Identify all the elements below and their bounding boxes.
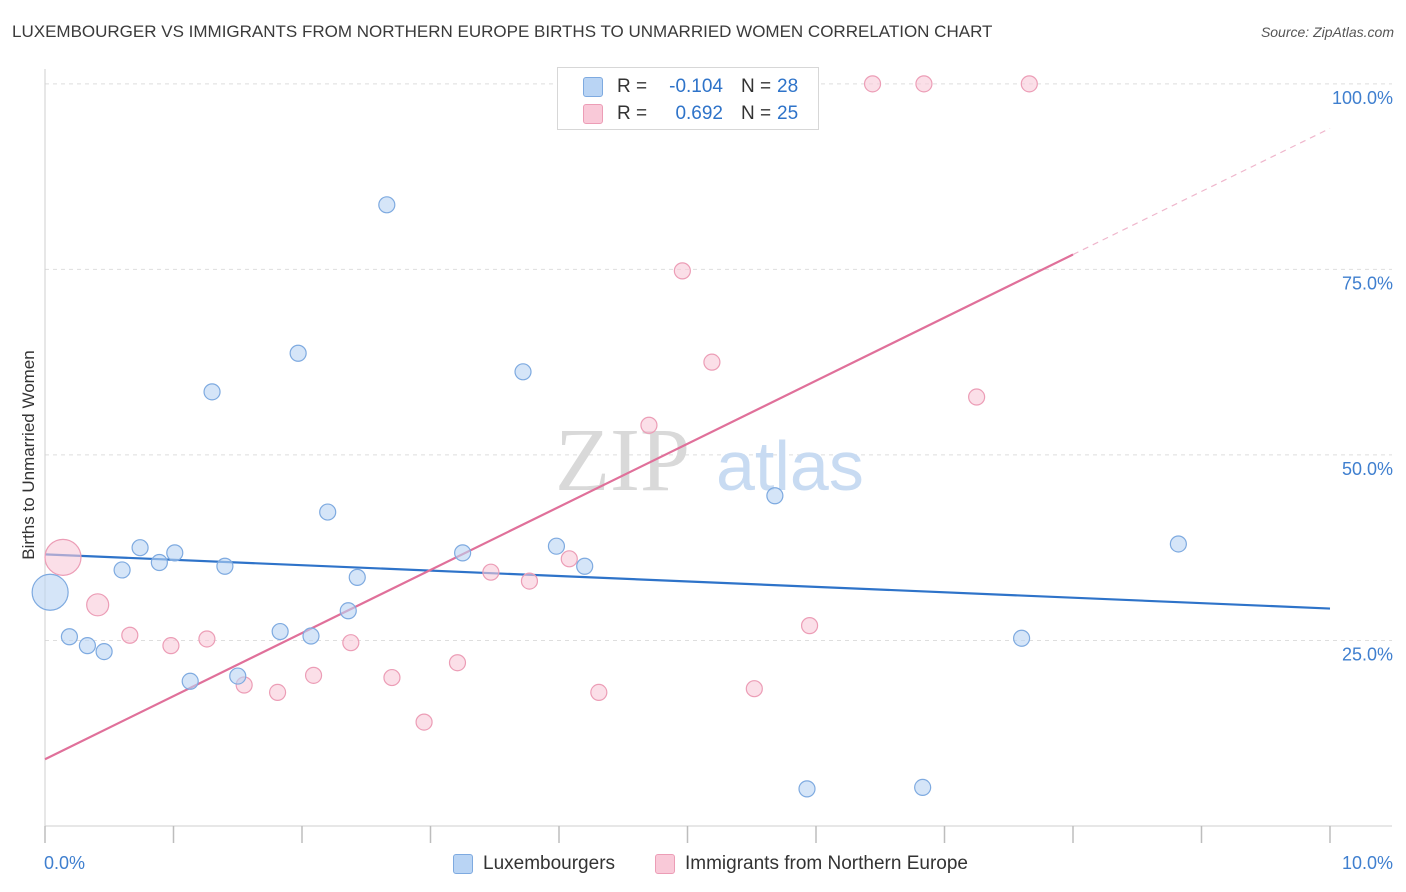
y-tick-label: 50.0% [1342, 459, 1393, 479]
data-point-luxembourgers [289, 344, 307, 362]
data-point-luxembourgers [547, 537, 566, 555]
data-point-luxembourgers [798, 780, 816, 798]
data-point-immigrants [383, 668, 401, 687]
legend-n-value: 25 [777, 103, 799, 124]
data-point-immigrants [745, 680, 763, 698]
data-point-luxembourgers [271, 622, 289, 641]
data-point-luxembourgers [166, 544, 184, 562]
data-point-luxembourgers [150, 553, 168, 572]
data-point-luxembourgers [348, 568, 366, 586]
data-point-immigrants [673, 262, 691, 280]
trend-line-immigrants [44, 253, 1074, 761]
legend-r-label: R = [617, 76, 648, 97]
x-tick-label-min: 0.0% [44, 853, 85, 873]
watermark-atlas: atlas [716, 427, 864, 505]
watermark: ZIP atlas [555, 411, 864, 510]
data-point-immigrants [800, 617, 819, 635]
data-point-luxembourgers [78, 637, 97, 655]
data-point-luxembourgers [131, 539, 149, 557]
data-point-luxembourgers [339, 602, 357, 620]
axes [44, 69, 1392, 843]
data-points [31, 75, 1187, 798]
data-point-immigrants [268, 683, 287, 702]
data-point-immigrants [86, 593, 110, 617]
legend-swatch-blue [583, 77, 603, 97]
data-point-luxembourgers [31, 573, 69, 611]
legend-row-luxembourgers: R = -0.104 N = 28 [558, 74, 798, 100]
chart-title: LUXEMBOURGER VS IMMIGRANTS FROM NORTHERN… [12, 22, 993, 41]
data-point-immigrants [560, 550, 578, 568]
tick-labels: 25.0% 50.0% 75.0% 100.0% 0.0% 10.0% [44, 88, 1393, 873]
legend-r-label: R = [617, 103, 648, 124]
data-point-luxembourgers [319, 503, 337, 521]
legend-row-immigrants: R = 0.692 N = 25 [558, 101, 798, 127]
data-point-luxembourgers [914, 778, 932, 797]
data-point-immigrants [640, 416, 658, 434]
data-point-immigrants [342, 634, 360, 652]
bottom-legend-luxembourgers: Luxembourgers [453, 852, 615, 876]
legend-n-label: N = [741, 103, 772, 124]
data-point-luxembourgers [95, 642, 113, 661]
data-point-immigrants [1020, 75, 1038, 93]
legend-r-value: 0.692 [675, 103, 723, 124]
bottom-legend-swatch-blue [453, 854, 473, 874]
data-point-immigrants [415, 713, 433, 731]
bottom-legend-swatch-pink [655, 854, 675, 874]
bottom-legend-label: Immigrants from Northern Europe [685, 853, 968, 874]
data-point-luxembourgers [1169, 535, 1187, 553]
data-point-immigrants [968, 388, 986, 406]
data-point-immigrants [448, 654, 467, 672]
y-tick-label: 25.0% [1342, 644, 1393, 664]
grid-lines [45, 83, 1392, 641]
data-point-immigrants [863, 75, 882, 93]
data-point-immigrants [44, 538, 82, 576]
data-point-luxembourgers [229, 667, 247, 685]
data-point-luxembourgers [181, 672, 199, 690]
data-point-immigrants [162, 637, 180, 655]
legend-n-value: 28 [777, 76, 799, 97]
data-point-luxembourgers [454, 544, 472, 562]
data-point-immigrants [520, 572, 539, 590]
correlation-legend: R = -0.104 N = 28 R = 0.692 N = 25 [557, 67, 819, 130]
data-point-immigrants [198, 630, 216, 648]
bottom-legend-immigrants: Immigrants from Northern Europe [655, 852, 968, 876]
data-point-luxembourgers [514, 363, 532, 381]
y-tick-label: 100.0% [1332, 88, 1393, 108]
data-point-immigrants [703, 353, 721, 371]
trend-lines [44, 127, 1331, 761]
legend-r-value: -0.104 [669, 76, 723, 97]
watermark-zip: ZIP [555, 411, 690, 510]
trend-line-luxembourgers [44, 553, 1331, 610]
data-point-immigrants [121, 626, 139, 644]
bottom-legend-label: Luxembourgers [483, 853, 616, 874]
data-point-luxembourgers [766, 487, 784, 505]
data-point-luxembourgers [203, 383, 221, 401]
data-point-luxembourgers [60, 628, 79, 646]
trend-line-immigrants-extension [1072, 127, 1331, 256]
source-label: Source: ZipAtlas.com [1260, 24, 1394, 40]
data-point-luxembourgers [113, 561, 131, 579]
data-point-luxembourgers [216, 557, 234, 575]
data-point-luxembourgers [1012, 629, 1031, 647]
data-point-luxembourgers [302, 627, 320, 645]
data-point-immigrants [482, 563, 500, 581]
data-point-immigrants [304, 666, 323, 684]
y-tick-label: 75.0% [1342, 273, 1393, 293]
data-point-luxembourgers [576, 557, 594, 575]
data-point-immigrants [915, 75, 933, 93]
x-tick-label-max: 10.0% [1342, 853, 1393, 873]
y-axis-label: Births to Unmarried Women [19, 350, 38, 559]
legend-n-label: N = [741, 76, 772, 97]
data-point-immigrants [590, 683, 608, 702]
legend-swatch-pink [583, 104, 603, 124]
data-point-luxembourgers [378, 196, 396, 214]
